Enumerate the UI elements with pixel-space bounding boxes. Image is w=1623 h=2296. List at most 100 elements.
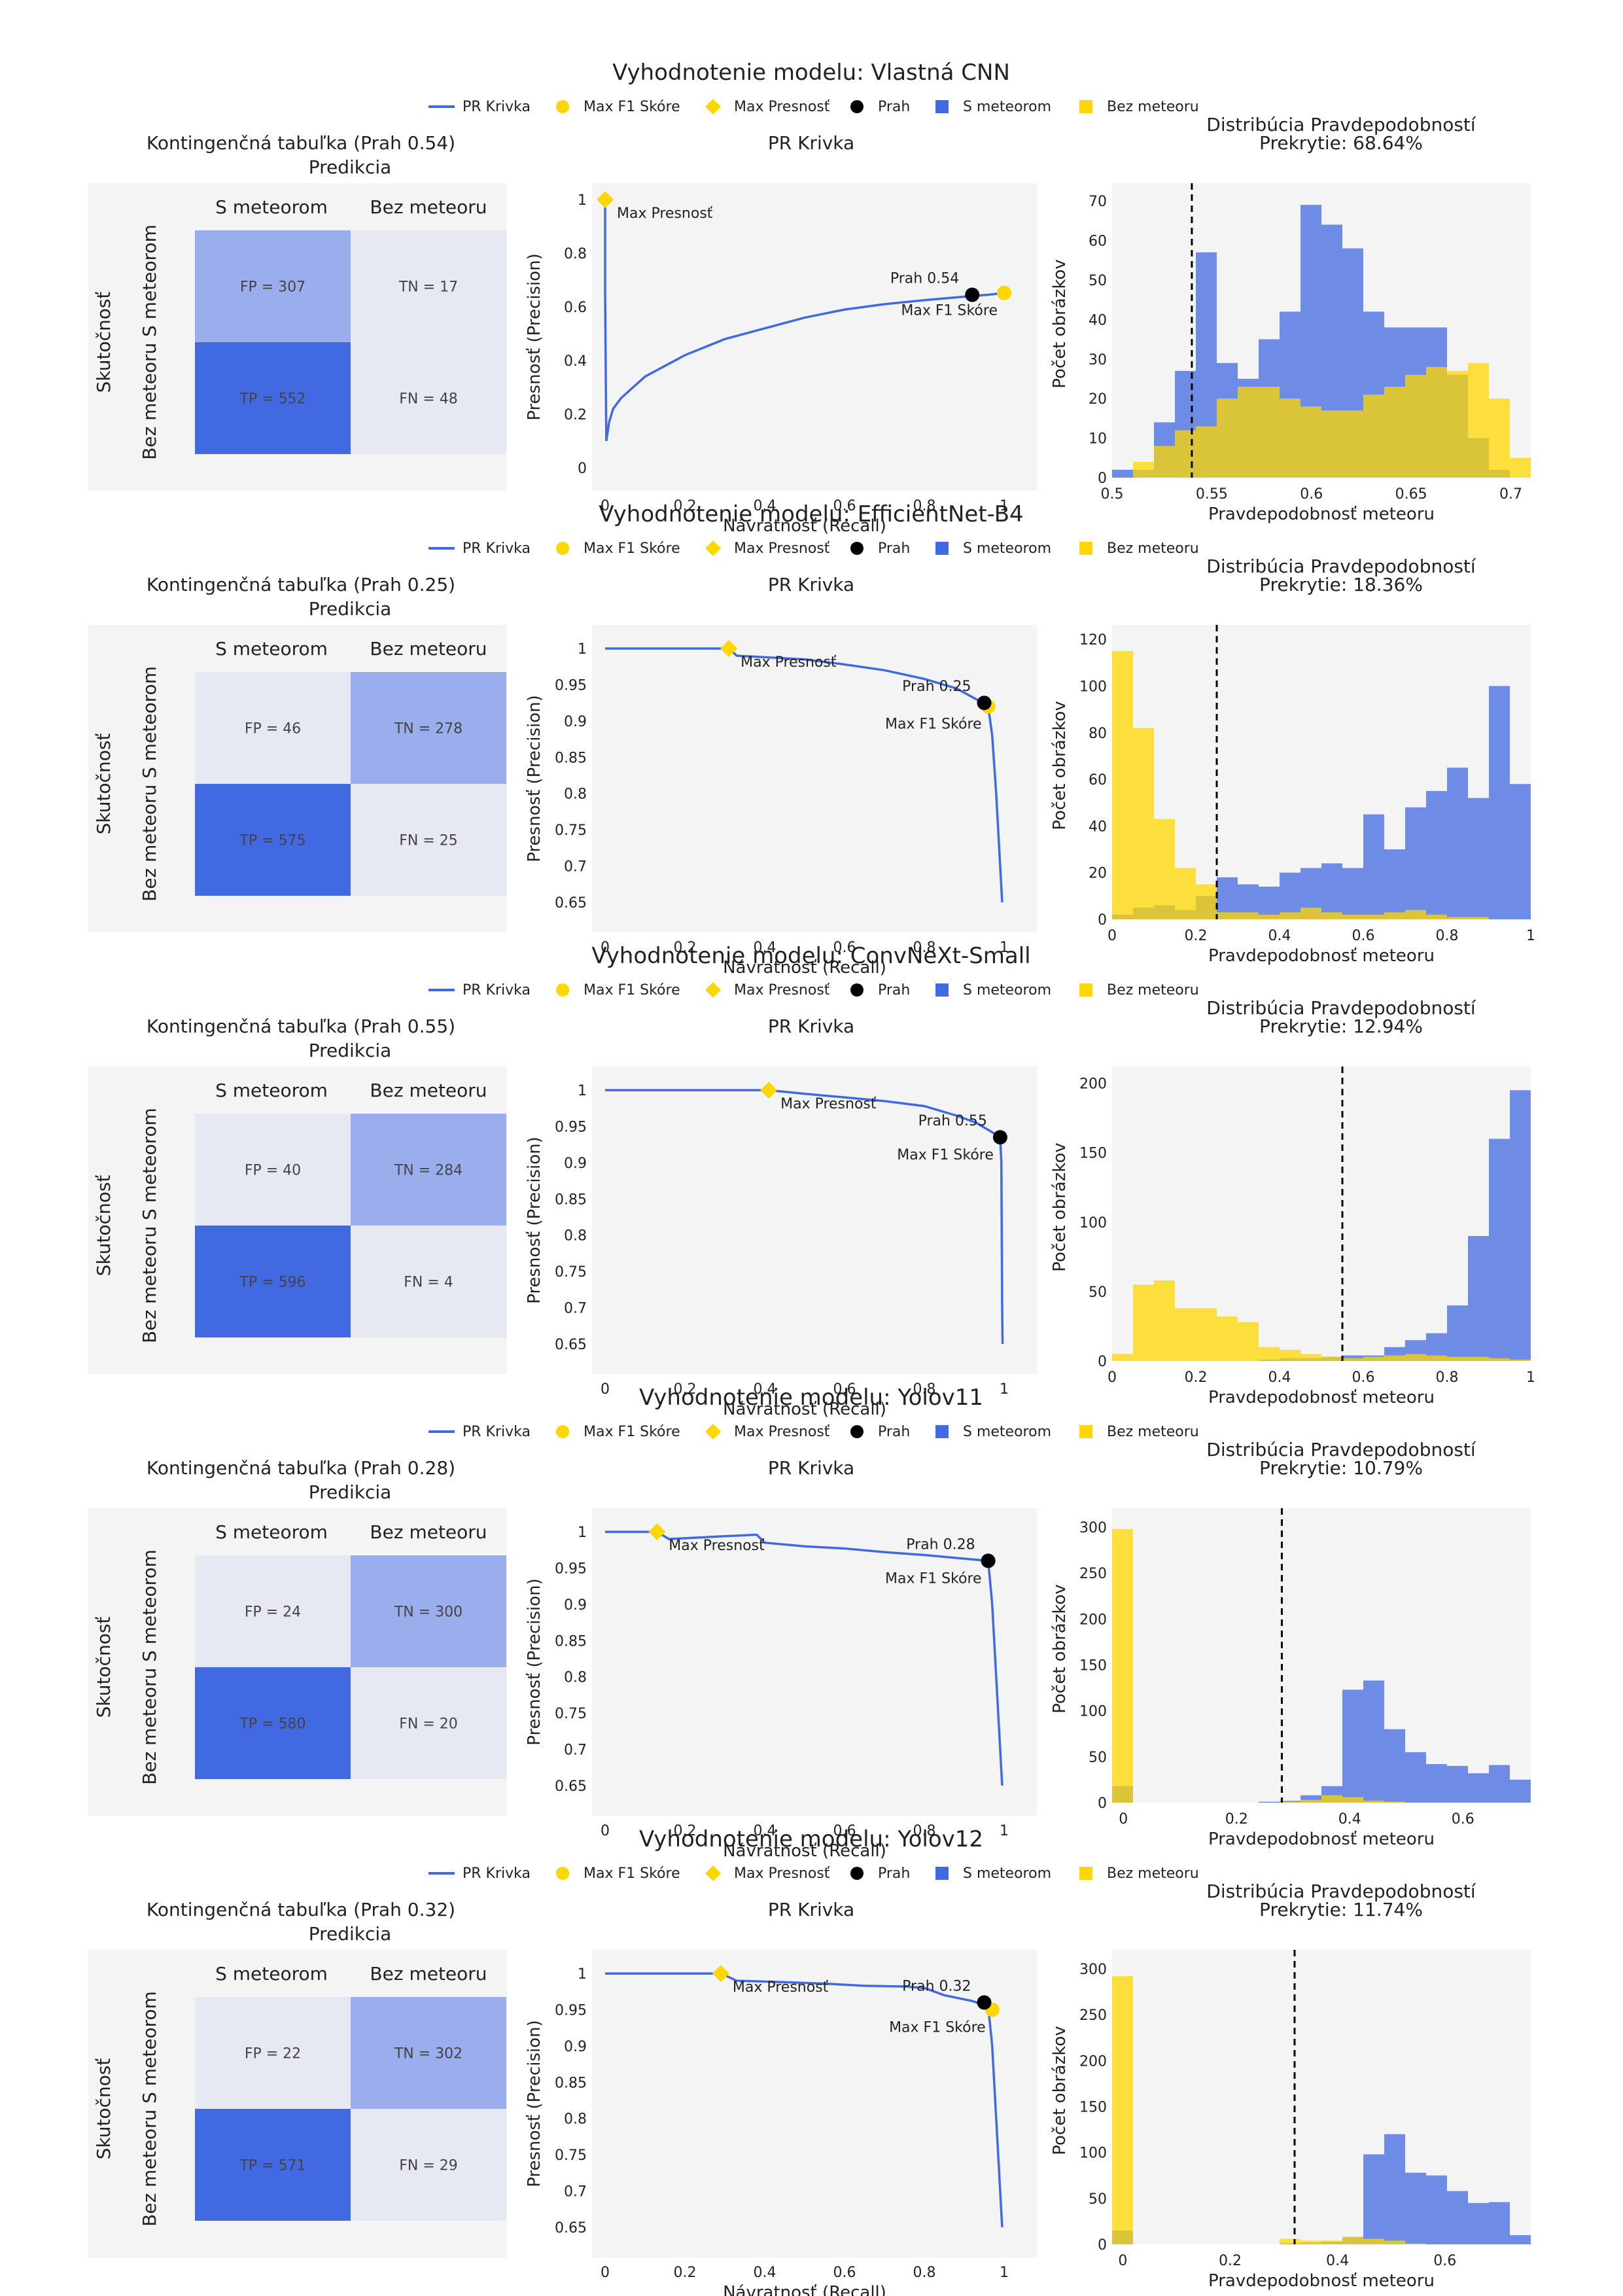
model-title: Vyhodnotenie modelu: Vlastná CNN — [612, 60, 1010, 86]
bar-bez-meteoru — [1405, 910, 1426, 919]
cm-cell-tp — [195, 1667, 351, 1779]
pr-ytick-label: 0.9 — [564, 2039, 587, 2055]
pr-curve-panel: PR Krivka 0 0.2 0.4 0.6 0.8 1 0.65 0.7 0.75 0.8 0.8… — [525, 1457, 1037, 1861]
legend-label: Max Presnosť — [734, 982, 830, 998]
bar-bez-meteoru — [1280, 398, 1300, 478]
pr-xtick-label: 1 — [1000, 2265, 1009, 2281]
dist-xtick-label: 0 — [1119, 1811, 1128, 1828]
cm-col-label: Bez meteoru — [370, 196, 487, 218]
dist-overlap-label: Prekrytie: 12.94% — [1259, 1016, 1423, 1037]
pr-xtick-label: 0 — [601, 1381, 610, 1398]
dist-ytick-label: 0 — [1098, 912, 1107, 928]
cm-cell-label: TP = 575 — [239, 833, 305, 849]
pr-ytick-label: 1 — [578, 192, 587, 209]
pr-ytick-label: 0.95 — [555, 2002, 587, 2019]
bar-s-meteorom — [1363, 1680, 1384, 1803]
model-title: Vyhodnotenie modelu: ConvNeXt-Small — [591, 943, 1030, 969]
legend: PR Krivka Max F1 Skóre Max Presnosť Prah S m… — [428, 99, 1199, 115]
dist-ylabel: Počet obrázkov — [1050, 2026, 1070, 2155]
pr-ytick-label: 0.4 — [564, 353, 587, 370]
cm-ylabel: Skutočnosť — [93, 292, 114, 393]
pr-xtick-label: 0.2 — [674, 1823, 697, 1839]
cm-cell-label: FN = 20 — [399, 1716, 458, 1733]
bar-bez-meteoru — [1510, 457, 1531, 478]
dist-overlap-label: Prekrytie: 10.79% — [1259, 1457, 1423, 1479]
bar-bez-meteoru — [1259, 387, 1280, 478]
cm-row-labels: Bez meteoru S meteorom — [139, 224, 160, 460]
legend-label: S meteorom — [963, 99, 1051, 115]
pr-xtick-label: 0.4 — [754, 2265, 777, 2281]
dist-ytick-label: 200 — [1079, 1076, 1107, 1093]
pr-xtick-label: 0.6 — [833, 498, 856, 514]
dist-xtick-label: 0.8 — [1436, 928, 1459, 944]
cm-cell-fn — [351, 1226, 506, 1337]
legend-square-marker — [935, 542, 949, 555]
threshold-marker — [977, 696, 992, 711]
pr-curve-line — [605, 1089, 1004, 1344]
dist-xtick-label: 0.6 — [1352, 1369, 1375, 1386]
dist-ylabel: Počet obrázkov — [1050, 1584, 1070, 1714]
legend-diamond-marker — [705, 1865, 721, 1881]
cm-xlabel: Predikcia — [309, 1040, 392, 1061]
pr-xtick-label: 0.4 — [754, 940, 777, 956]
legend-square-marker — [1079, 542, 1092, 555]
pr-ytick-label: 1 — [578, 641, 587, 658]
cm-cell-label: TN = 302 — [394, 2046, 462, 2062]
legend-label: PR Krivka — [462, 99, 531, 115]
legend-label: Max F1 Skóre — [584, 540, 680, 557]
pr-curve-line — [605, 1972, 1003, 2228]
bar-s-meteorom — [1405, 1752, 1426, 1803]
pr-curve-panel: PR Krivka 0 0.2 0.4 0.6 0.8 1 0.65 0.7 0.75 0.8 0.8… — [525, 1899, 1037, 2296]
dist-plot-bg — [1112, 1508, 1531, 1803]
dist-ytick-label: 40 — [1089, 312, 1107, 328]
max-precision-annotation: Max Presnosť — [617, 205, 713, 222]
pr-ytick-label: 0.8 — [564, 246, 587, 262]
pr-xtick-label: 0.8 — [913, 498, 936, 514]
dist-xlabel: Pravdepodobnosť meteoru — [1208, 504, 1435, 524]
model-block-2: Vyhodnotenie modelu: EfficientNet-B4 PR K… — [88, 501, 1535, 978]
max-f1-annotation: Max F1 Skóre — [885, 1570, 982, 1587]
bar-bez-meteoru — [1468, 917, 1489, 919]
legend-label: Max Presnosť — [734, 1424, 830, 1440]
cm-title: Kontingenčná tabuľka (Prah 0.25) — [147, 574, 455, 595]
bar-s-meteorom — [1489, 2202, 1510, 2244]
cm-cell-fn — [351, 784, 506, 896]
bar-s-meteorom — [1363, 2154, 1384, 2244]
pr-ylabel: Presnosť (Precision) — [525, 1137, 544, 1304]
cm-col-label: S meteorom — [215, 638, 328, 660]
legend-diamond-marker — [705, 99, 721, 115]
legend-circle-marker — [850, 542, 864, 555]
pr-ytick-label: 0.8 — [564, 1670, 587, 1686]
cm-cell-fn — [351, 1667, 506, 1779]
dist-ytick-label: 40 — [1089, 819, 1107, 835]
pr-ytick-label: 0.8 — [564, 2111, 587, 2128]
bar-bez-meteoru — [1342, 410, 1363, 478]
dist-xtick-label: 0.65 — [1395, 486, 1427, 503]
pr-ytick-label: 0.85 — [555, 2075, 587, 2091]
bar-bez-meteoru — [1321, 410, 1342, 478]
bar-bez-meteoru — [1342, 1358, 1363, 1361]
bar-bez-meteoru — [1280, 1801, 1300, 1803]
cm-title: Kontingenčná tabuľka (Prah 0.32) — [147, 1899, 455, 1920]
dist-ytick-label: 150 — [1079, 2100, 1107, 2116]
model-block-3: Vyhodnotenie modelu: ConvNeXt-Small PR Kr… — [88, 943, 1535, 1419]
legend-label: S meteorom — [963, 540, 1051, 557]
legend-label: S meteorom — [963, 1865, 1051, 1882]
bar-bez-meteoru — [1196, 1308, 1217, 1361]
dist-ytick-label: 20 — [1089, 866, 1107, 882]
pr-xtick-label: 1 — [1000, 1381, 1009, 1398]
pr-ytick-label: 0.85 — [555, 1192, 587, 1208]
dist-title: Distribúcia Pravdepodobností — [1206, 1439, 1476, 1460]
pr-ytick-label: 0.9 — [564, 714, 587, 730]
max-f1-annotation: Max F1 Skóre — [901, 303, 998, 319]
dist-ytick-label: 0 — [1098, 1354, 1107, 1370]
bar-s-meteorom — [1447, 2191, 1468, 2244]
legend-square-marker — [935, 1867, 949, 1880]
dist-ylabel: Počet obrázkov — [1050, 259, 1070, 389]
bar-s-meteorom — [1510, 1090, 1531, 1361]
max-precision-annotation: Max Presnosť — [669, 1538, 765, 1554]
cm-cell-fn — [351, 2109, 506, 2221]
max-precision-annotation: Max Presnosť — [733, 1979, 829, 1996]
dist-ytick-label: 100 — [1079, 1215, 1107, 1231]
